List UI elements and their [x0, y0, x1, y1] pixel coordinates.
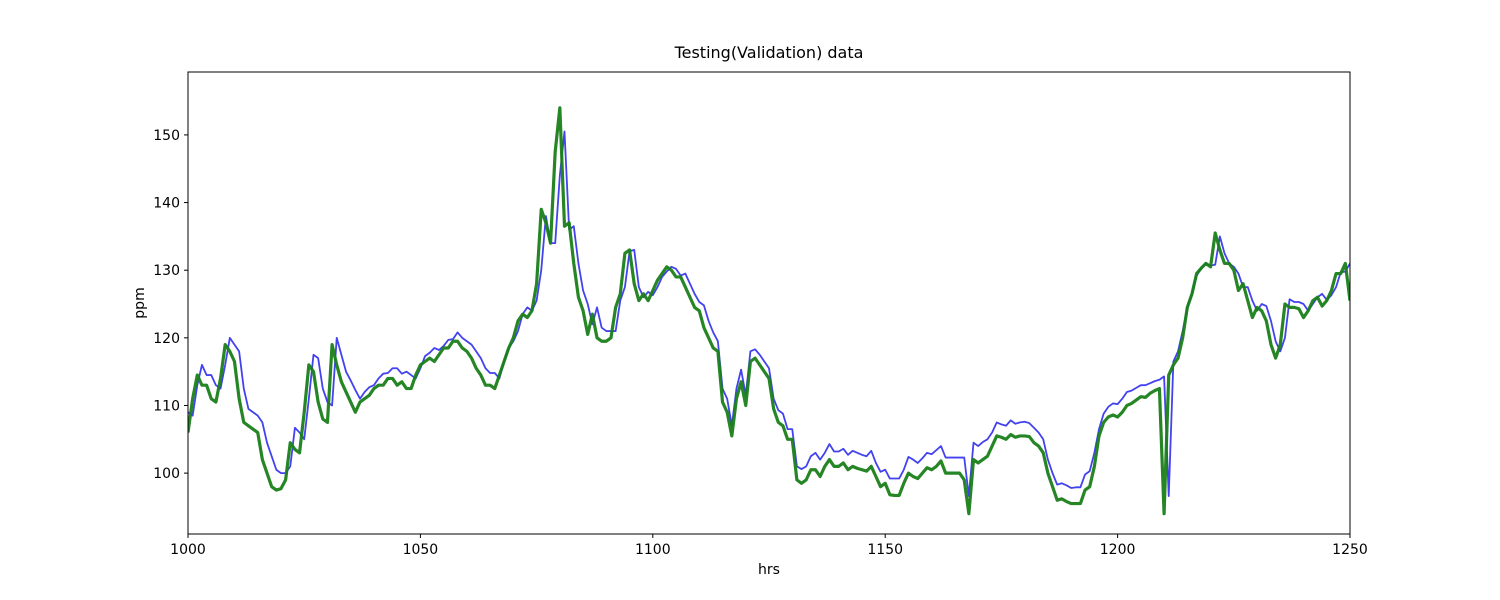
- x-tick-label: 1250: [1332, 542, 1368, 558]
- plot-frame: [187, 71, 1351, 535]
- chart-title: Testing(Validation) data: [674, 43, 864, 62]
- y-axis-label: ppm: [132, 287, 148, 318]
- y-tick-label: 110: [153, 398, 180, 414]
- y-tick-label: 140: [153, 196, 180, 212]
- y-tick-label: 100: [153, 466, 180, 482]
- x-tick-label: 1050: [403, 542, 439, 558]
- y-tick-label: 120: [153, 331, 180, 347]
- data-line: [188, 106, 1350, 516]
- x-tick-label: 1200: [1100, 542, 1136, 558]
- x-tick-label: 1100: [635, 542, 671, 558]
- data-line: [188, 130, 1350, 498]
- x-tick-label: 1000: [170, 542, 206, 558]
- x-axis-label: hrs: [758, 562, 780, 578]
- x-tick-label: 1150: [867, 542, 903, 558]
- y-tick-label: 150: [153, 128, 180, 144]
- y-tick-label: 130: [153, 263, 180, 279]
